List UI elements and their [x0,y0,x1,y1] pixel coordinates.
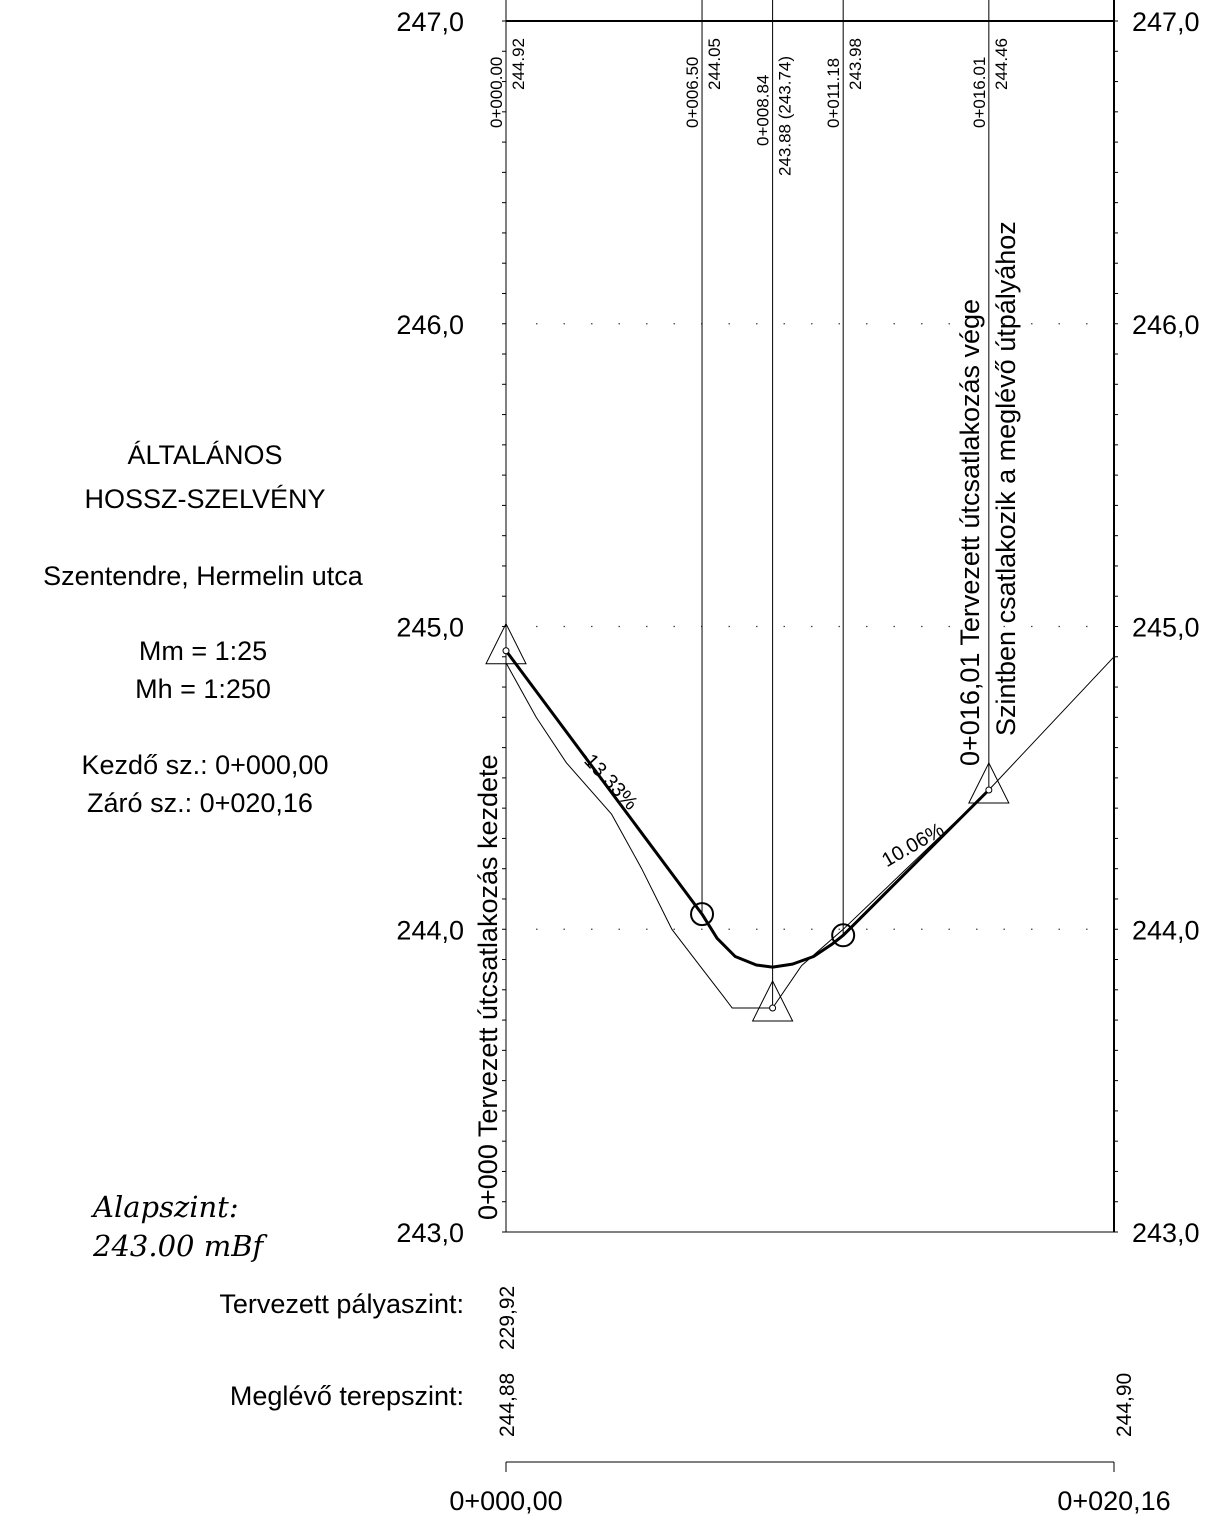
terrain-level-value-end: 244,90 [1113,1373,1136,1437]
elevation-label-left: 243,0 [396,1218,464,1248]
vertex-point-marker [985,786,993,794]
station-chainage-label: 0+008.84 [754,75,773,146]
design-level-row-label: Tervezett pályaszint: [219,1289,464,1319]
elevation-label-left: 245,0 [396,613,464,643]
station-elevation-label: 243.88 (243.74) [776,56,795,176]
station-chainage-label: 0+000.00 [487,57,506,128]
profile-frame [502,0,1118,1233]
profile-table: Tervezett pályaszint: 229,92 Meglévő ter… [219,1286,1170,1515]
end-annotation-line-1: 0+016,01 Tervezett útcsatlakozás vége [955,299,985,766]
elevation-label-left: 247,0 [396,7,464,37]
station-elevation-label: 244.46 [992,38,1011,90]
terrain-level-row-label: Meglévő terepszint: [230,1381,464,1411]
elevation-label-right: 247,0 [1132,7,1200,37]
start-annotation: 0+000 Tervezett útcsatlakozás kezdete [473,754,503,1220]
station-chainage-label: 0+006.50 [683,57,702,128]
design-level-value: 229,92 [496,1286,519,1350]
elevation-label-left: 244,0 [396,915,464,945]
tangent-circle-marker [831,923,856,948]
vertex-triangle-marker [485,622,527,665]
station-chainage-label: 0+011.18 [824,58,843,128]
profile-markers [485,622,1010,1022]
station-chainage-label: 0+016.01 [970,57,989,128]
horizontal-scale-text: Mh = 1:250 [135,674,271,704]
station-elevation-label: 244.92 [509,38,528,90]
slope-label: -13.33% [575,745,642,815]
station-elevation-label: 243.98 [846,38,865,90]
vertex-triangle-marker [968,761,1010,804]
elevation-label-left: 246,0 [396,310,464,340]
end-annotation-line-2: Szintben csatlakozik a meglévő útpályáho… [991,221,1021,736]
elevation-axis: 247,0 247,0 246,0 246,0 245,0 245,0 244,0 244,0… [396,7,1199,1248]
station-elevation-label: 244.05 [705,38,724,90]
existing-terrain-line [505,656,1115,1009]
elevation-label-right: 245,0 [1132,613,1200,643]
drawing-title-line-1: ÁLTALÁNOS [127,440,282,470]
info-block: ÁLTALÁNOS HOSSZ-SZELVÉNY Szentendre, Her… [43,440,364,818]
terrain-level-value-start: 244,88 [496,1373,519,1437]
start-station-text: Kezdő sz.: 0+000,00 [82,750,329,780]
drawing-title-line-2: HOSSZ-SZELVÉNY [84,484,325,514]
elevation-label-right: 244,0 [1132,915,1200,945]
location-text: Szentendre, Hermelin utca [43,561,364,591]
base-level-value: 243.00 mBf [92,1229,269,1263]
vertical-scale-text: Mm = 1:25 [139,636,267,666]
slope-labels: -13.33%10.06% [575,745,948,872]
vertex-point-marker [769,1004,777,1012]
elevation-label-right: 243,0 [1132,1218,1200,1248]
station-start-label: 0+000,00 [449,1486,562,1515]
base-level-label: Alapszint: [90,1190,239,1224]
end-station-text: Záró sz.: 0+020,16 [87,788,313,818]
elevation-label-right: 246,0 [1132,310,1200,340]
vertex-point-marker [502,647,510,655]
station-end-label: 0+020,16 [1057,1486,1170,1515]
station-lines: 0+000.00 244.92 0+006.50 244.050+008.84 243.… [487,0,1011,1008]
design-grade-line [504,649,990,969]
vertex-triangle-marker [751,979,794,1022]
tangent-circle-marker [690,902,715,927]
